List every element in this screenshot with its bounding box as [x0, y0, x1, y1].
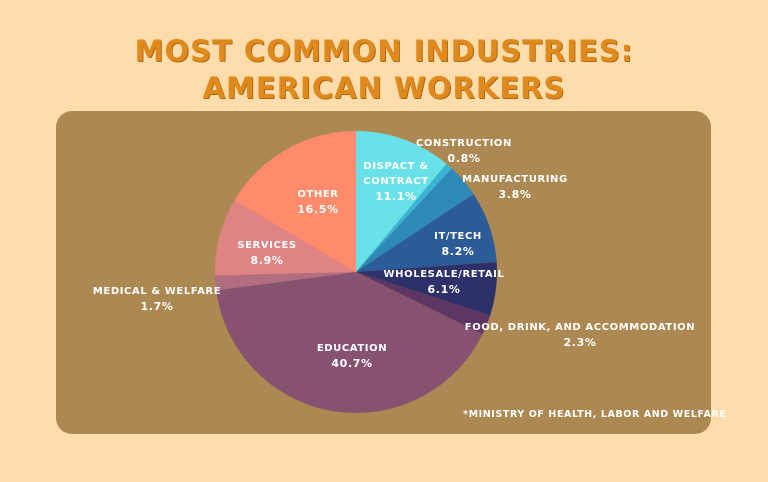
- label-value: 8.2%: [441, 245, 475, 258]
- label-construction: CONSTRUCTION 0.8%: [416, 136, 512, 166]
- label-education: EDUCATION 40.7%: [317, 341, 387, 371]
- label-name: IT/TECH: [434, 231, 482, 242]
- chart-title: MOST COMMON INDUSTRIES: AMERICAN WORKERS: [0, 33, 768, 107]
- label-food-drink-accommodation: FOOD, DRINK, AND ACCOMMODATION 2.3%: [465, 320, 695, 350]
- pie-slices: [215, 131, 498, 413]
- pie-slice-services: [215, 200, 356, 276]
- source-note: *MINISTRY OF HEALTH, LABOR AND WELFARE: [463, 409, 727, 420]
- label-value: 1.7%: [140, 300, 174, 313]
- pie-slice-construction: [356, 163, 452, 272]
- pie-slice-it-tech: [356, 194, 497, 272]
- label-name: DISPACT &: [363, 161, 429, 172]
- label-dispact-contract: DISPACT & CONTRACT 11.1%: [363, 159, 428, 204]
- label-name: SERVICES: [237, 240, 297, 251]
- label-other: OTHER 16.5%: [297, 187, 338, 217]
- label-it-tech: IT/TECH 8.2%: [434, 229, 482, 259]
- label-name: MANUFACTURING: [462, 174, 568, 185]
- pie-slice-medical-welfare: [215, 272, 356, 291]
- label-name: EDUCATION: [316, 343, 388, 354]
- label-value: 2.3%: [563, 336, 597, 349]
- label-value: 3.8%: [498, 188, 532, 201]
- label-wholesale-retail: WHOLESALE/RETAIL 6.1%: [384, 267, 505, 297]
- label-value: 8.9%: [250, 254, 284, 267]
- pie-slice-wholesale-retail: [356, 262, 498, 316]
- pie-slice-food-drink-and-accommodation: [356, 272, 491, 335]
- label-value: 6.1%: [427, 283, 461, 296]
- label-name: FOOD, DRINK, AND ACCOMMODATION: [464, 322, 696, 333]
- pie-slice-education: [216, 272, 483, 413]
- pie-slice-other: [234, 131, 356, 272]
- label-name-2: CONTRACT: [363, 176, 429, 187]
- label-name: MEDICAL & WELFARE: [92, 286, 222, 297]
- label-name: OTHER: [297, 189, 339, 200]
- label-value: 11.1%: [375, 190, 417, 203]
- pie-slice-dispact-contract: [356, 131, 447, 272]
- label-manufacturing: MANUFACTURING 3.8%: [462, 172, 568, 202]
- label-name: WHOLESALE/RETAIL: [383, 269, 505, 280]
- label-services: SERVICES 8.9%: [237, 238, 296, 268]
- label-value: 40.7%: [331, 357, 373, 370]
- label-name: CONSTRUCTION: [415, 138, 513, 149]
- pie-slice-manufacturing: [356, 168, 474, 272]
- chart-title-line1: MOST COMMON INDUSTRIES:: [134, 34, 634, 68]
- label-medical-welfare: MEDICAL & WELFARE 1.7%: [93, 284, 221, 314]
- chart-title-line2: AMERICAN WORKERS: [202, 71, 566, 105]
- label-value: 16.5%: [297, 203, 339, 216]
- label-value: 0.8%: [447, 152, 481, 165]
